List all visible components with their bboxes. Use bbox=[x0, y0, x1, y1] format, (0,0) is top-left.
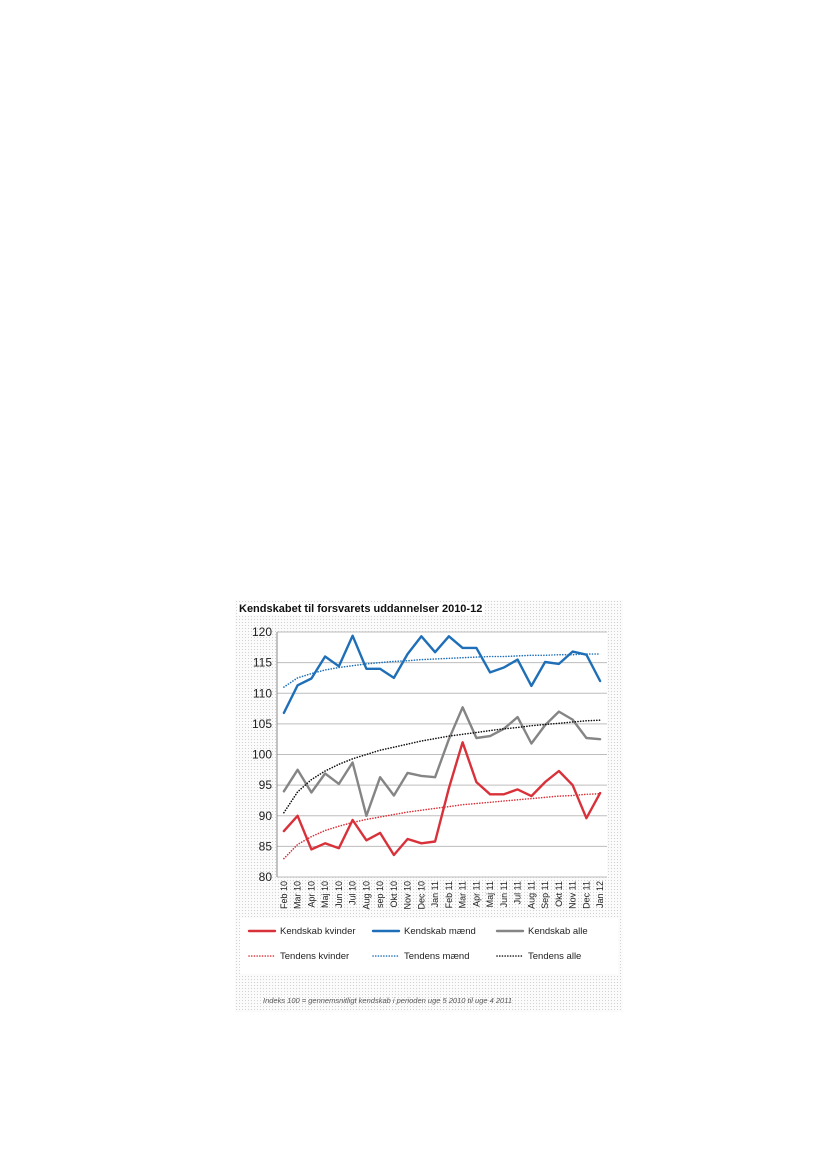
legend-area bbox=[240, 918, 618, 974]
chart-figure: 80 85 90 95 100 105 110 115 120 Feb 10 Mar 10 Apr … bbox=[235, 600, 623, 1012]
x-tick-label-22: Dec 11 bbox=[581, 881, 591, 909]
x-tick-label-14: Apr 11 bbox=[471, 881, 481, 907]
series-line-0 bbox=[282, 741, 602, 857]
x-tick-label-0: Feb 10 bbox=[279, 881, 289, 909]
legend: Kendskab kvinder Kendskab mænd Kendskab al… bbox=[247, 926, 588, 962]
legend-label-5: Tendens alle bbox=[528, 951, 581, 962]
x-tick-label-10: Dec 10 bbox=[416, 881, 426, 910]
x-tick-label-18: Aug 11 bbox=[526, 881, 536, 909]
x-tick-label-2: Apr 10 bbox=[306, 881, 316, 908]
series-lines bbox=[282, 634, 602, 860]
y-tick-label-95: 95 bbox=[259, 778, 273, 792]
x-tick-label-23: Jan 12 bbox=[595, 881, 605, 908]
series-line-4 bbox=[283, 653, 601, 688]
x-tick-label-15: Maj 11 bbox=[485, 881, 495, 907]
x-tick-label-6: Aug 10 bbox=[361, 881, 371, 910]
x-tick-label-1: Mar 10 bbox=[293, 881, 303, 909]
x-tick-label-19: Sep 11 bbox=[540, 881, 550, 909]
x-tick-label-16: Jun 11 bbox=[499, 881, 509, 907]
y-tick-label-115: 115 bbox=[253, 656, 272, 670]
y-tick-label-85: 85 bbox=[259, 839, 273, 853]
x-tick-label-13: Mar 11 bbox=[458, 881, 468, 908]
legend-label-2: Kendskab alle bbox=[528, 926, 588, 937]
series-line-5 bbox=[283, 719, 601, 814]
series-line-2 bbox=[282, 706, 602, 818]
legend-label-0: Kendskab kvinder bbox=[280, 926, 356, 937]
x-tick-label-20: Okt 11 bbox=[554, 881, 564, 907]
chart-footnote: Indeks 100 = gennemsnitligt kendskab i p… bbox=[263, 996, 513, 1005]
chart-title: Kendskabet til forsvarets uddannelser 20… bbox=[237, 603, 485, 615]
x-tick-label-11: Jan 11 bbox=[430, 881, 440, 907]
x-axis-ticks: Feb 10 Mar 10 Apr 10 Maj 10 Jun 10 Jul 10 Aug … bbox=[279, 881, 605, 910]
x-tick-label-7: sep 10 bbox=[375, 881, 385, 908]
y-tick-label-100: 100 bbox=[252, 748, 272, 762]
x-tick-label-17: Jul 11 bbox=[513, 881, 523, 904]
series-line-3 bbox=[283, 792, 601, 860]
legend-label-1: Kendskab mænd bbox=[404, 926, 476, 937]
y-tick-label-110: 110 bbox=[253, 686, 272, 700]
y-tick-label-80: 80 bbox=[259, 870, 273, 884]
x-tick-label-4: Jun 10 bbox=[334, 881, 344, 908]
x-tick-label-5: Jul 10 bbox=[348, 881, 358, 905]
x-tick-label-3: Maj 10 bbox=[320, 881, 330, 908]
x-tick-label-9: Nov 10 bbox=[403, 881, 413, 910]
legend-label-3: Tendens kvinder bbox=[280, 951, 349, 962]
y-tick-label-120: 120 bbox=[252, 625, 272, 639]
x-tick-label-12: Feb 11 bbox=[444, 881, 454, 908]
y-tick-label-90: 90 bbox=[259, 809, 273, 823]
series-line-1 bbox=[282, 634, 602, 715]
x-tick-label-8: Okt 10 bbox=[389, 881, 399, 908]
x-tick-label-21: Nov 11 bbox=[568, 881, 578, 909]
y-axis-ticks: 80 85 90 95 100 105 110 115 120 bbox=[252, 625, 272, 884]
y-tick-label-105: 105 bbox=[252, 717, 272, 731]
legend-label-4: Tendens mænd bbox=[404, 951, 469, 962]
